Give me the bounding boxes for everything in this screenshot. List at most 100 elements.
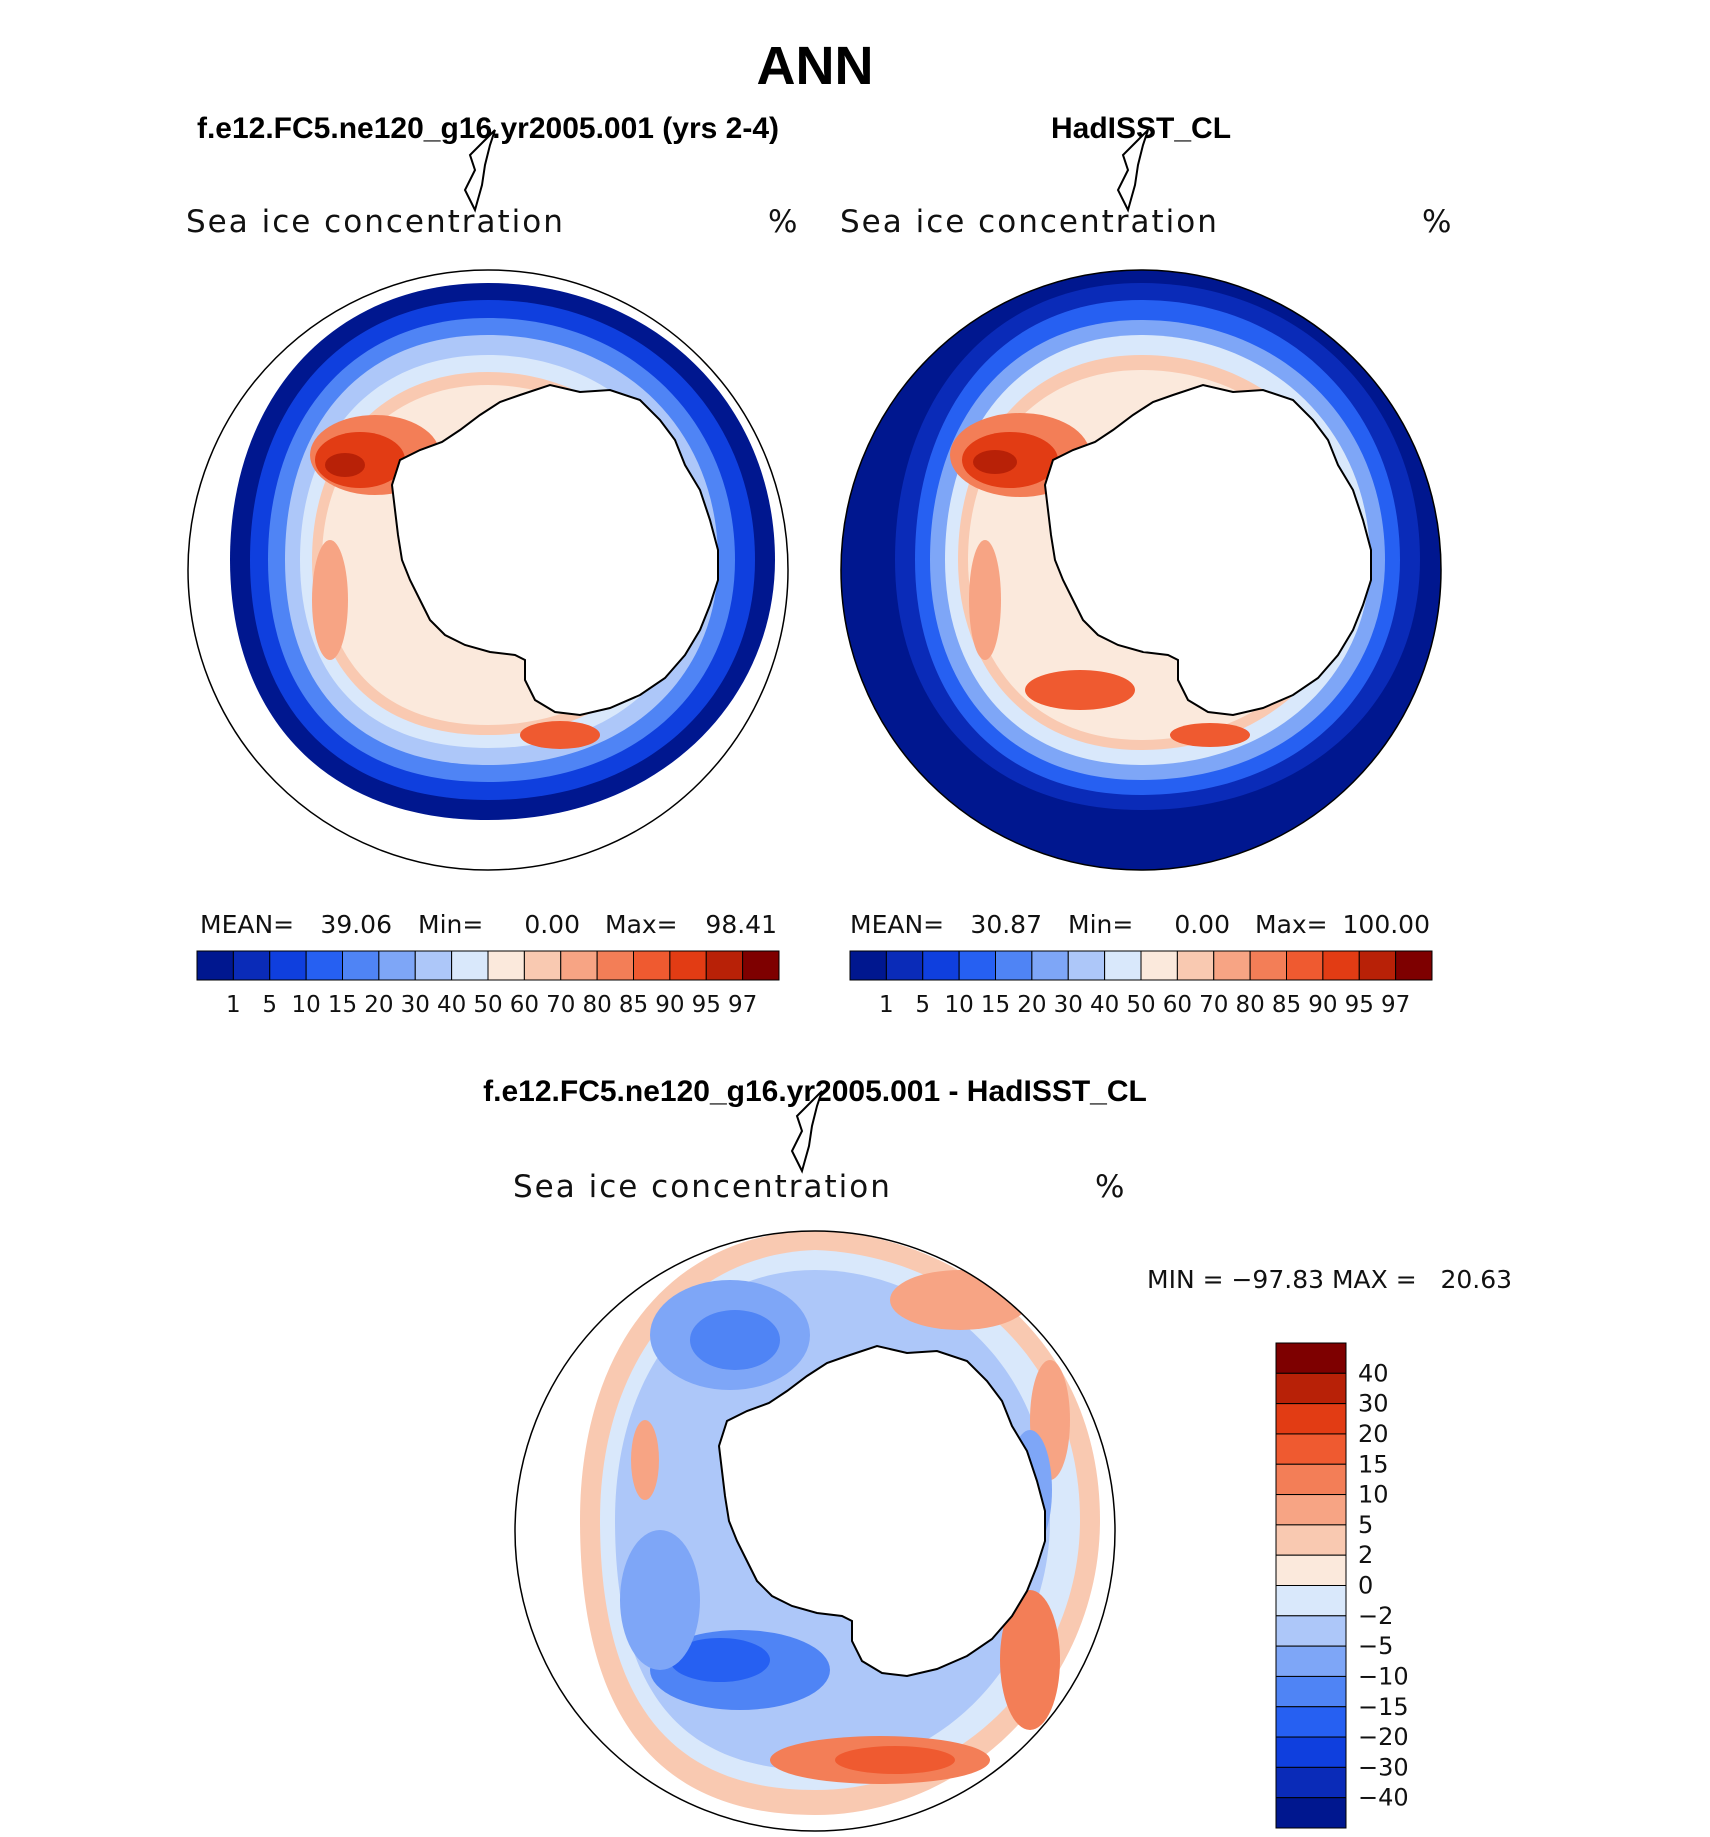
model-colorbar-tick-label: 85 xyxy=(619,992,648,1018)
obs-colorbar-swatch xyxy=(1213,950,1251,981)
model-colorbar: 1 5 10 15 20 30 40 50 60 70 80 85 90 95 97 xyxy=(196,950,780,1018)
model-colorbar-tick-label: 80 xyxy=(582,992,611,1018)
obs-colorbar-swatch xyxy=(958,950,996,981)
model-colorbar-tick-label: 20 xyxy=(364,992,393,1018)
obs-max-value: 100.00 xyxy=(1343,910,1430,939)
model-colorbar-tick-label: 15 xyxy=(328,992,357,1018)
diff-colorbar-swatch xyxy=(1275,1342,1347,1374)
model-units-label: % xyxy=(768,204,797,240)
obs-colorbar-tick-label: 80 xyxy=(1235,992,1264,1018)
obs-colorbar-swatch xyxy=(1176,950,1215,981)
diff-colorbar-swatch xyxy=(1275,1554,1347,1586)
diff-colorbar-tick-label: 5 xyxy=(1358,1511,1373,1539)
obs-colorbar-tick-label: 30 xyxy=(1054,992,1083,1018)
model-colorbar-swatch xyxy=(342,950,380,981)
diff-colorbar-tick-label: 30 xyxy=(1358,1390,1389,1418)
diff-colorbar-tick-label: −40 xyxy=(1358,1784,1409,1812)
model-colorbar-swatch xyxy=(560,950,598,981)
model-stats: MEAN= 39.06 Min= 0.00 Max= 98.41 xyxy=(200,910,777,939)
diff-colorbar-tick-label: 15 xyxy=(1358,1450,1389,1478)
diff-colorbar-swatch xyxy=(1275,1463,1347,1496)
model-max-value: 98.41 xyxy=(705,910,777,939)
obs-mean-value: 30.87 xyxy=(970,910,1042,939)
obs-colorbar-swatch xyxy=(1067,950,1106,981)
model-colorbar-tick-label: 30 xyxy=(401,992,430,1018)
diff-colorbar-swatch xyxy=(1275,1403,1347,1435)
diff-variable-label: Sea ice concentration xyxy=(513,1169,892,1205)
obs-variable-label: Sea ice concentration xyxy=(840,204,1219,240)
obs-colorbar-tick-label: 60 xyxy=(1163,992,1192,1018)
obs-colorbar-swatch xyxy=(1395,950,1433,981)
model-colorbar-tick-label: 1 xyxy=(226,992,241,1018)
obs-colorbar-tick-label: 20 xyxy=(1017,992,1046,1018)
obs-min-label: Min= xyxy=(1068,910,1133,939)
model-mean-value: 39.06 xyxy=(320,910,392,939)
diff-colorbar-swatch xyxy=(1275,1675,1347,1708)
model-colorbar-swatch xyxy=(669,950,707,981)
model-colorbar-tick-label: 70 xyxy=(546,992,575,1018)
diff-colorbar-swatch xyxy=(1275,1797,1347,1829)
obs-colorbar-swatch xyxy=(995,950,1033,981)
obs-mean-label: MEAN= xyxy=(850,910,944,939)
obs-colorbar-tick-label: 5 xyxy=(915,992,930,1018)
obs-colorbar-swatch xyxy=(1286,950,1324,981)
obs-colorbar-tick-label: 90 xyxy=(1308,992,1337,1018)
obs-colorbar-tick-label: 97 xyxy=(1381,992,1410,1018)
obs-colorbar-swatch xyxy=(1031,950,1069,981)
obs-colorbar-swatch xyxy=(849,950,887,981)
model-mean-label: MEAN= xyxy=(200,910,294,939)
obs-colorbar-swatch xyxy=(1249,950,1287,981)
diff-colorbar-swatch xyxy=(1275,1615,1347,1647)
diff-colorbar-tick-label: −20 xyxy=(1358,1723,1409,1751)
model-colorbar-swatch xyxy=(523,950,562,981)
diff-colorbar-swatch xyxy=(1275,1706,1347,1738)
diff-colorbar-swatch xyxy=(1275,1433,1347,1465)
figure-title: ANN xyxy=(757,36,874,96)
model-colorbar-tick-label: 40 xyxy=(437,992,466,1018)
obs-colorbar-tick-label: 85 xyxy=(1272,992,1301,1018)
model-colorbar-swatch xyxy=(487,950,525,981)
model-colorbar-tick-label: 5 xyxy=(262,992,277,1018)
model-polar-map xyxy=(187,129,789,871)
model-colorbar-swatch xyxy=(196,950,234,981)
obs-colorbar: 1 5 10 15 20 30 40 50 60 70 80 85 90 95 97 xyxy=(849,950,1433,1018)
model-colorbar-swatch xyxy=(742,950,780,981)
model-colorbar-tick-label: 50 xyxy=(473,992,502,1018)
diff-colorbar-swatch xyxy=(1275,1736,1347,1768)
diff-colorbar-swatch xyxy=(1275,1766,1347,1799)
diff-colorbar-tick-label: 40 xyxy=(1358,1359,1389,1387)
model-colorbar-swatch xyxy=(633,950,671,981)
obs-min-value: 0.00 xyxy=(1174,910,1230,939)
obs-colorbar-tick-label: 40 xyxy=(1090,992,1119,1018)
model-min-value: 0.00 xyxy=(524,910,580,939)
model-colorbar-swatch xyxy=(414,950,453,981)
model-colorbar-swatch xyxy=(269,950,307,981)
obs-colorbar-swatch xyxy=(922,950,960,981)
diff-units-label: % xyxy=(1095,1169,1124,1205)
model-max-label: Max= xyxy=(605,910,678,939)
diff-colorbar-tick-label: −15 xyxy=(1358,1693,1409,1721)
diff-colorbar-tick-label: −10 xyxy=(1358,1662,1409,1690)
model-variable-label: Sea ice concentration xyxy=(186,204,565,240)
diff-colorbar-tick-label: −30 xyxy=(1358,1753,1409,1781)
diff-colorbar-swatch xyxy=(1275,1645,1347,1677)
model-min-label: Min= xyxy=(418,910,483,939)
model-colorbar-swatch xyxy=(596,950,634,981)
obs-colorbar-tick-label: 10 xyxy=(944,992,973,1018)
obs-colorbar-tick-label: 50 xyxy=(1126,992,1155,1018)
diff-colorbar-swatch xyxy=(1275,1524,1347,1556)
obs-polar-map xyxy=(840,129,1442,871)
diff-colorbar-tick-label: −5 xyxy=(1358,1632,1393,1660)
diff-colorbar-swatch xyxy=(1275,1494,1347,1526)
diff-colorbar-tick-label: 2 xyxy=(1358,1541,1373,1569)
obs-colorbar-swatch xyxy=(1322,950,1360,981)
obs-colorbar-tick-label: 70 xyxy=(1199,992,1228,1018)
model-colorbar-swatch xyxy=(378,950,416,981)
model-colorbar-tick-label: 90 xyxy=(655,992,684,1018)
diff-colorbar-swatch xyxy=(1275,1585,1347,1617)
model-colorbar-swatch xyxy=(305,950,343,981)
diff-colorbar-swatch xyxy=(1275,1372,1347,1405)
model-colorbar-tick-label: 97 xyxy=(728,992,757,1018)
